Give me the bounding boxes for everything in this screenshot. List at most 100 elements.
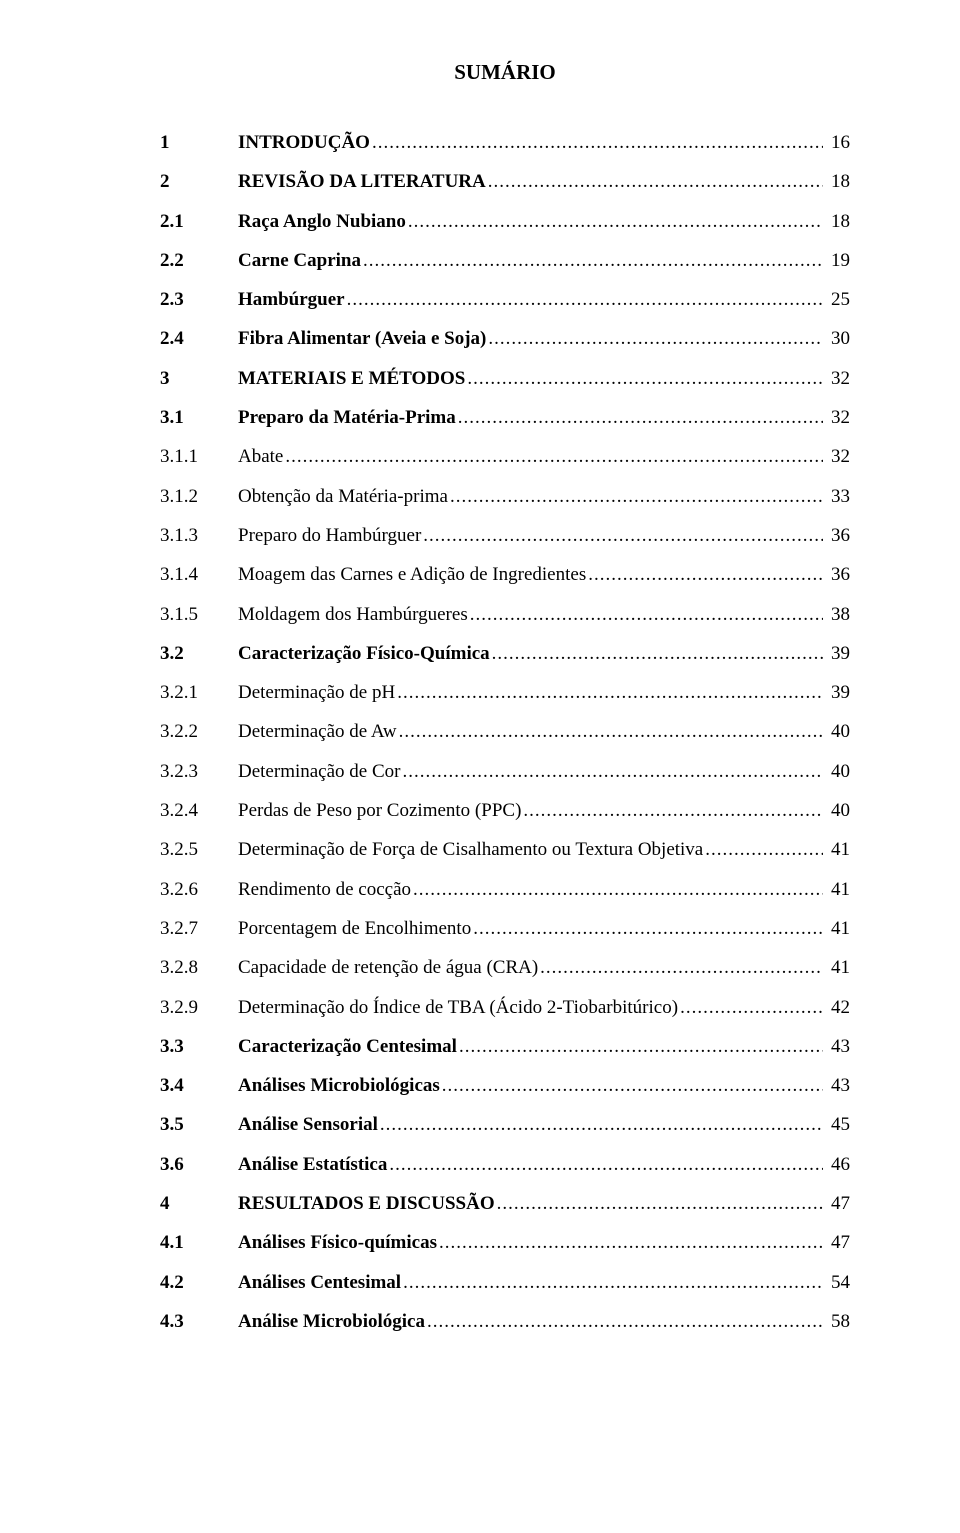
- toc-leader-dots: [401, 1273, 825, 1292]
- toc-entry-number: 3.2.1: [160, 683, 238, 702]
- toc-leader-dots: [395, 683, 825, 702]
- toc-leader-dots: [521, 801, 825, 820]
- toc-entry-number: 3.1.1: [160, 447, 238, 466]
- table-of-contents: 1INTRODUÇÃO162REVISÃO DA LITERATURA182.1…: [160, 133, 850, 1331]
- toc-entry-label: Moldagem dos Hambúrgueres: [238, 605, 468, 624]
- toc-entry-label: MATERIAIS E MÉTODOS: [238, 369, 465, 388]
- toc-entry-number: 3.5: [160, 1115, 238, 1134]
- toc-entry-page: 36: [825, 526, 850, 545]
- toc-entry-number: 3.3: [160, 1037, 238, 1056]
- toc-entry-page: 41: [825, 840, 850, 859]
- toc-entry-label: Perdas de Peso por Cozimento (PPC): [238, 801, 521, 820]
- document-page: SUMÁRIO 1INTRODUÇÃO162REVISÃO DA LITERAT…: [0, 0, 960, 1533]
- toc-leader-dots: [495, 1194, 825, 1213]
- toc-entry-label: Caracterização Centesimal: [238, 1037, 457, 1056]
- toc-entry-page: 32: [825, 447, 850, 466]
- toc-leader-dots: [406, 212, 825, 231]
- toc-entry-label: Hambúrguer: [238, 290, 345, 309]
- toc-row: 4RESULTADOS E DISCUSSÃO47: [160, 1194, 850, 1213]
- toc-leader-dots: [456, 408, 825, 427]
- toc-entry-label: Rendimento de cocção: [238, 880, 411, 899]
- toc-entry-label: Obtenção da Matéria-prima: [238, 487, 448, 506]
- toc-entry-number: 3.1.4: [160, 565, 238, 584]
- toc-row: 3.2.3Determinação de Cor40: [160, 762, 850, 781]
- toc-entry-page: 18: [825, 172, 850, 191]
- toc-leader-dots: [411, 880, 825, 899]
- toc-entry-label: Preparo do Hambúrguer: [238, 526, 421, 545]
- toc-leader-dots: [378, 1115, 825, 1134]
- toc-row: 3.4Análises Microbiológicas43: [160, 1076, 850, 1095]
- toc-leader-dots: [490, 644, 825, 663]
- toc-entry-label: Determinação de Força de Cisalhamento ou…: [238, 840, 703, 859]
- toc-entry-number: 3.2.6: [160, 880, 238, 899]
- toc-entry-number: 3.1: [160, 408, 238, 427]
- toc-row: 3.1.3Preparo do Hambúrguer36: [160, 526, 850, 545]
- toc-entry-label: Caracterização Físico-Química: [238, 644, 490, 663]
- page-title: SUMÁRIO: [160, 60, 850, 85]
- toc-entry-page: 16: [825, 133, 850, 152]
- toc-entry-number: 3.2.7: [160, 919, 238, 938]
- toc-leader-dots: [678, 998, 825, 1017]
- toc-entry-label: Preparo da Matéria-Prima: [238, 408, 456, 427]
- toc-entry-number: 4.2: [160, 1273, 238, 1292]
- toc-entry-page: 42: [825, 998, 850, 1017]
- toc-row: 2REVISÃO DA LITERATURA 18: [160, 172, 850, 191]
- toc-leader-dots: [471, 919, 825, 938]
- toc-row: 3.2.5Determinação de Força de Cisalhamen…: [160, 840, 850, 859]
- toc-entry-number: 4.3: [160, 1312, 238, 1331]
- toc-entry-number: 3.2.5: [160, 840, 238, 859]
- toc-entry-page: 41: [825, 919, 850, 938]
- toc-entry-number: 4.1: [160, 1233, 238, 1252]
- toc-entry-label: Análises Microbiológicas: [238, 1076, 440, 1095]
- toc-entry-page: 40: [825, 762, 850, 781]
- toc-entry-label: Análise Estatística: [238, 1155, 387, 1174]
- toc-row: 3.2.4Perdas de Peso por Cozimento (PPC)4…: [160, 801, 850, 820]
- toc-row: 3.2.9Determinação do Índice de TBA (Ácid…: [160, 998, 850, 1017]
- toc-entry-number: 3.1.2: [160, 487, 238, 506]
- toc-entry-label: Porcentagem de Encolhimento: [238, 919, 471, 938]
- toc-entry-page: 30: [825, 329, 850, 348]
- toc-entry-number: 1: [160, 133, 238, 152]
- toc-entry-page: 43: [825, 1076, 850, 1095]
- toc-entry-page: 47: [825, 1233, 850, 1252]
- toc-entry-label: Determinação de pH: [238, 683, 395, 702]
- toc-leader-dots: [361, 251, 825, 270]
- toc-leader-dots: [387, 1155, 825, 1174]
- toc-row: 3.6Análise Estatística46: [160, 1155, 850, 1174]
- toc-entry-number: 2: [160, 172, 238, 191]
- toc-leader-dots: [370, 133, 825, 152]
- toc-entry-number: 3.6: [160, 1155, 238, 1174]
- toc-entry-page: 40: [825, 722, 850, 741]
- toc-leader-dots: [345, 290, 825, 309]
- toc-entry-label: REVISÃO DA LITERATURA: [238, 172, 486, 191]
- toc-row: 3.1Preparo da Matéria-Prima32: [160, 408, 850, 427]
- toc-entry-label: Determinação de Cor: [238, 762, 400, 781]
- toc-entry-number: 3.2.8: [160, 958, 238, 977]
- toc-row: 3.2.6Rendimento de cocção41: [160, 880, 850, 899]
- toc-row: 3.1.4Moagem das Carnes e Adição de Ingre…: [160, 565, 850, 584]
- toc-leader-dots: [703, 840, 825, 859]
- toc-entry-number: 4: [160, 1194, 238, 1213]
- toc-leader-dots: [486, 172, 825, 191]
- toc-entry-page: 38: [825, 605, 850, 624]
- toc-row: 3.1.5Moldagem dos Hambúrgueres 38: [160, 605, 850, 624]
- toc-row: 3MATERIAIS E MÉTODOS32: [160, 369, 850, 388]
- toc-entry-page: 25: [825, 290, 850, 309]
- toc-entry-number: 3.2.4: [160, 801, 238, 820]
- toc-row: 4.2Análises Centesimal54: [160, 1273, 850, 1292]
- toc-entry-number: 2.3: [160, 290, 238, 309]
- toc-leader-dots: [586, 565, 825, 584]
- toc-entry-number: 3.2: [160, 644, 238, 663]
- toc-row: 4.1Análises Físico-químicas47: [160, 1233, 850, 1252]
- toc-entry-number: 2.2: [160, 251, 238, 270]
- toc-entry-label: Determinação de Aw: [238, 722, 397, 741]
- toc-entry-page: 58: [825, 1312, 850, 1331]
- toc-entry-label: Determinação do Índice de TBA (Ácido 2-T…: [238, 998, 678, 1017]
- toc-row: 3.1.1Abate32: [160, 447, 850, 466]
- toc-entry-page: 32: [825, 369, 850, 388]
- toc-leader-dots: [457, 1037, 825, 1056]
- toc-leader-dots: [425, 1312, 825, 1331]
- toc-entry-page: 36: [825, 565, 850, 584]
- toc-row: 3.2Caracterização Físico-Química39: [160, 644, 850, 663]
- toc-entry-number: 3.1.5: [160, 605, 238, 624]
